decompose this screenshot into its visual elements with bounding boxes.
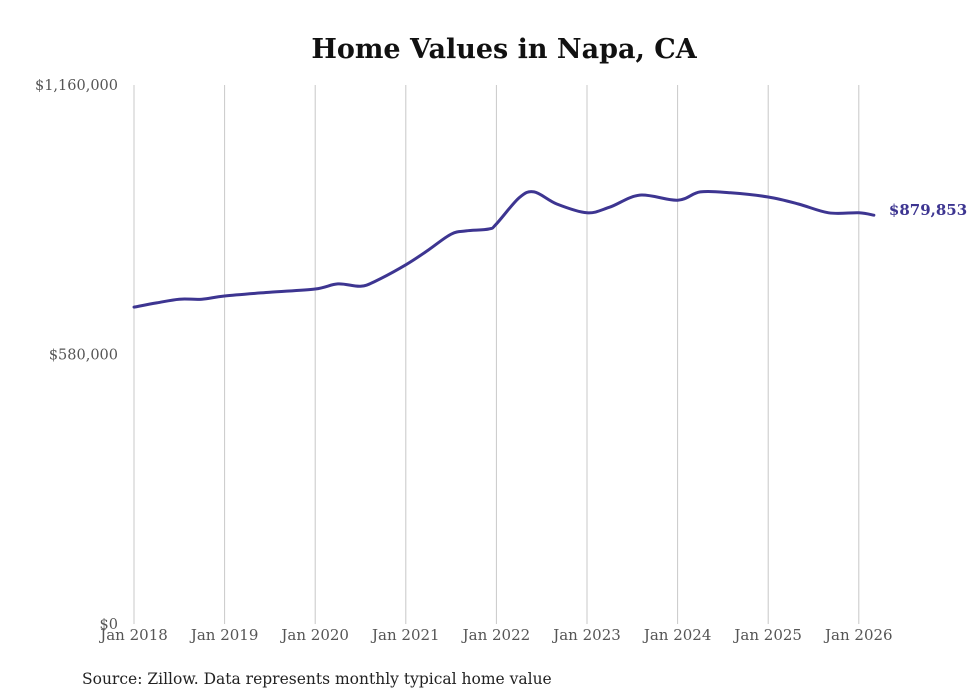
- end-value-label: $879,853: [889, 201, 967, 219]
- gridlines: [133, 85, 860, 624]
- x-tick-label: Jan 2020: [279, 626, 349, 644]
- source-note: Source: Zillow. Data represents monthly …: [82, 670, 552, 688]
- x-tick-label: Jan 2024: [642, 626, 712, 644]
- y-axis: $0 $580,000 $1,160,000: [35, 78, 118, 633]
- x-axis: Jan 2018 Jan 2019 Jan 2020 Jan 2021 Jan 2022…: [98, 626, 892, 644]
- y-tick-label: $1,160,000: [35, 78, 118, 94]
- x-tick-label: Jan 2025: [732, 626, 802, 644]
- chart-title: Home Values in Napa, CA: [311, 34, 697, 65]
- y-tick-label: $580,000: [49, 348, 118, 364]
- x-tick-label: Jan 2026: [823, 626, 893, 644]
- x-tick-label: Jan 2022: [461, 626, 531, 644]
- x-tick-label: Jan 2023: [551, 626, 621, 644]
- x-tick-label: Jan 2021: [370, 626, 440, 644]
- series-line-home-value: [132, 189, 876, 309]
- x-tick-label: Jan 2019: [189, 626, 259, 644]
- y-tick-label: $0: [100, 617, 118, 633]
- x-tick-label: Jan 2018: [98, 626, 168, 644]
